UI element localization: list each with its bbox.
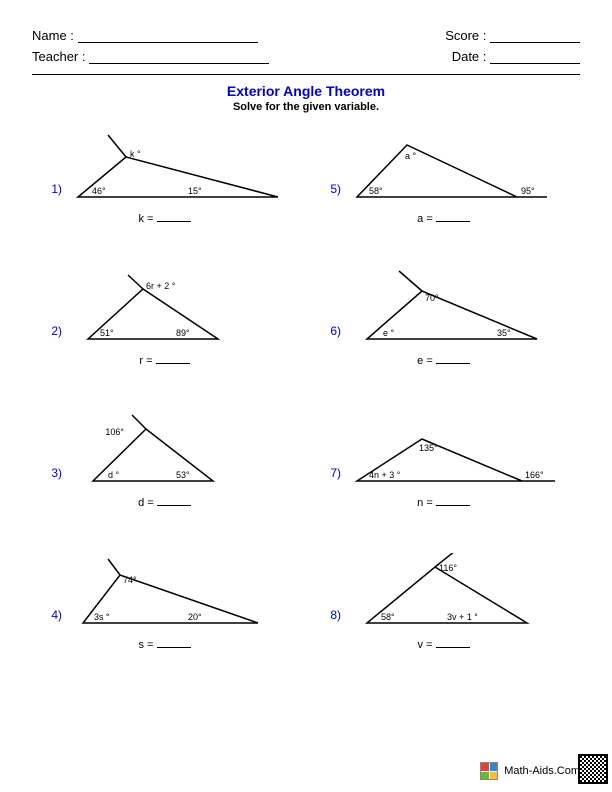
footer-logo-icon [480,762,498,780]
answer-line: s = [68,639,301,651]
triangle-diagram: 74° 3s ° 20° [68,553,298,635]
problem-body: k ° 46° 15° k = [68,127,301,225]
page-title: Exterior Angle Theorem [32,83,580,99]
problem: 3) 106° d ° 53° d = [32,411,301,553]
angle-label: 74° [123,575,137,585]
triangle-diagram: 106° d ° 53° [68,411,298,493]
problem: 4) 74° 3s ° 20° s = [32,553,301,695]
problem-number: 8) [311,553,347,622]
header: Name : Score : Teacher : Date : [32,28,580,64]
name-label: Name : [32,28,78,43]
answer-line: k = [68,213,301,225]
answer-line: n = [347,497,580,509]
problem-number: 4) [32,553,68,622]
triangle-diagram: 116° 58° 3v + 1 ° [347,553,577,635]
score-line [490,28,580,43]
date-label: Date : [452,49,490,64]
angle-label: k ° [130,149,141,159]
angle-label: 3s ° [94,612,110,622]
problem-body: 74° 3s ° 20° s = [68,553,301,651]
answer-prefix: v = [417,639,435,651]
answer-prefix: n = [417,497,436,509]
answer-prefix: a = [417,213,436,225]
angle-label: 46° [92,186,106,196]
triangle-diagram: k ° 46° 15° [68,127,298,209]
answer-blank [436,505,470,506]
angle-label: 3v + 1 ° [447,612,478,622]
qr-code-icon [578,754,608,784]
angle-label: d ° [108,470,120,480]
triangle-diagram: a ° 58° 95° [347,127,577,209]
answer-prefix: s = [138,639,156,651]
problem-number: 1) [32,127,68,196]
angle-label: 70° [425,293,439,303]
date-line [490,49,580,64]
answer-line: e = [347,355,580,367]
problem: 8) 116° 58° 3v + 1 ° v = [311,553,580,695]
problem-body: 6r + 2 ° 51° 89° r = [68,269,301,367]
angle-label: 15° [188,186,202,196]
angle-label: 58° [381,612,395,622]
angle-label: 58° [369,186,383,196]
angle-label: 6r + 2 ° [146,281,176,291]
problem: 7) 135° 4n + 3 ° 166° n = [311,411,580,553]
problem-body: 135° 4n + 3 ° 166° n = [347,411,580,509]
problem-body: 116° 58° 3v + 1 ° v = [347,553,580,651]
answer-blank [157,647,191,648]
problem-body: a ° 58° 95° a = [347,127,580,225]
problem-body: 70° e ° 35° e = [347,269,580,367]
triangle-diagram: 6r + 2 ° 51° 89° [68,269,298,351]
answer-prefix: r = [139,355,155,367]
answer-blank [157,505,191,506]
footer-site: Math-Aids.Com [504,765,580,777]
triangle-diagram: 70° e ° 35° [347,269,577,351]
angle-label: a ° [405,151,417,161]
triangle-diagram: 135° 4n + 3 ° 166° [347,411,577,493]
angle-label: 53° [176,470,190,480]
problem-number: 6) [311,269,347,338]
name-line [78,28,258,43]
score-label: Score : [445,28,490,43]
angle-label: 106° [105,427,124,437]
angle-label: 51° [100,328,114,338]
problem: 6) 70° e ° 35° e = [311,269,580,411]
answer-line: a = [347,213,580,225]
answer-line: d = [68,497,301,509]
answer-prefix: d = [138,497,157,509]
problem: 2) 6r + 2 ° 51° 89° r = [32,269,301,411]
angle-label: 166° [525,470,544,480]
answer-line: r = [68,355,301,367]
angle-label: 95° [521,186,535,196]
problem: 5) a ° 58° 95° a = [311,127,580,269]
answer-blank [157,221,191,222]
problem-body: 106° d ° 53° d = [68,411,301,509]
angle-label: 116° [439,563,457,573]
header-divider [32,74,580,75]
problem-number: 2) [32,269,68,338]
angle-label: 35° [497,328,511,338]
angle-label: 20° [188,612,202,622]
footer: Math-Aids.Com [480,762,580,780]
answer-prefix: e = [417,355,436,367]
teacher-line [89,49,269,64]
teacher-label: Teacher : [32,49,89,64]
angle-label: e ° [383,328,395,338]
answer-prefix: k = [138,213,156,225]
problem-number: 5) [311,127,347,196]
problem: 1) k ° 46° 15° k = [32,127,301,269]
angle-label: 135° [419,443,438,453]
angle-label: 4n + 3 ° [369,470,401,480]
problem-number: 3) [32,411,68,480]
answer-line: v = [347,639,580,651]
answer-blank [436,221,470,222]
answer-blank [156,363,190,364]
angle-label: 89° [176,328,190,338]
answer-blank [436,363,470,364]
problem-number: 7) [311,411,347,480]
page-subtitle: Solve for the given variable. [32,101,580,113]
problems-grid: 1)k °46°15°k = 5)a °58°95°a = 2)6r + 2 °… [32,127,580,695]
answer-blank [436,647,470,648]
